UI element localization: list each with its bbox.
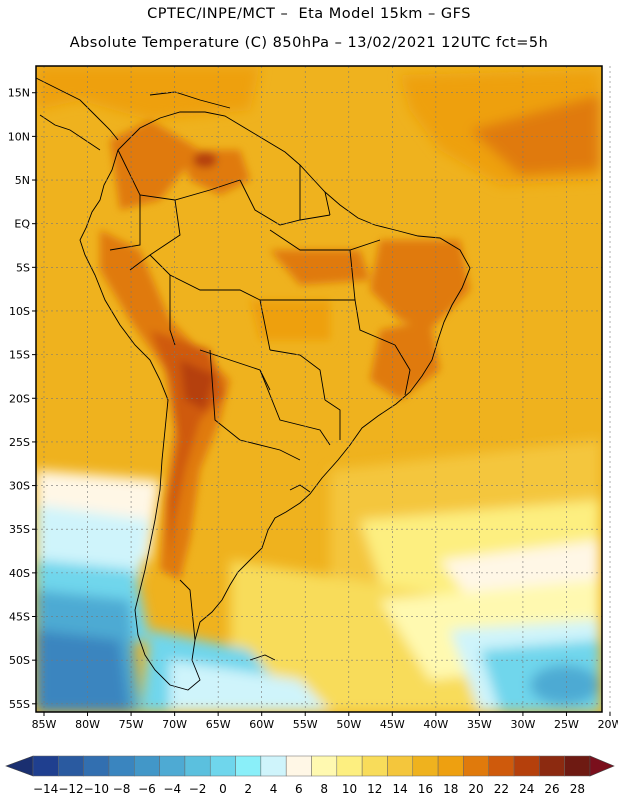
colorbar-swatch xyxy=(108,755,135,777)
colorbar-label: −12 xyxy=(58,782,83,796)
colorbar-swatch xyxy=(412,755,439,777)
lon-label: 70W xyxy=(162,718,187,731)
lon-label: 20W xyxy=(598,718,618,731)
map-title-line-2: Absolute Temperature (C) 850hPa – 13/02/… xyxy=(69,35,549,51)
colorbar-label: 20 xyxy=(468,782,483,796)
colorbar-swatch xyxy=(260,755,287,777)
colorbar-swatch xyxy=(159,755,186,777)
lat-label: 15N xyxy=(8,87,30,100)
lat-label: 5S xyxy=(16,261,30,274)
colorbar-label: 26 xyxy=(544,782,559,796)
lat-label: 15S xyxy=(9,349,30,362)
colorbar-over-arrow xyxy=(589,755,615,777)
lon-label: 35W xyxy=(467,718,492,731)
lon-label: 30W xyxy=(510,718,535,731)
colorbar-swatch xyxy=(311,755,338,777)
colorbar-label: 22 xyxy=(494,782,509,796)
colorbar-swatch xyxy=(437,755,464,777)
map-frame xyxy=(35,65,603,713)
lon-label: 55W xyxy=(293,718,318,731)
colorbar-label: 6 xyxy=(295,782,303,796)
colorbar-label: −2 xyxy=(189,782,207,796)
lat-label: 35S xyxy=(9,523,30,536)
colorbar-swatch xyxy=(463,755,489,777)
colorbar-swatch xyxy=(539,755,565,777)
longitude-labels: 85W 80W 75W 70W 65W 60W 55W 50W 45W 40W 35W 30W 25W 2… xyxy=(32,718,618,731)
colorbar-swatch xyxy=(184,755,211,777)
lat-label: 25S xyxy=(9,436,30,449)
lon-label: 40W xyxy=(423,718,448,731)
lon-label: 45W xyxy=(380,718,405,731)
colorbar-swatch xyxy=(134,755,160,777)
lat-label: EQ xyxy=(14,218,30,231)
colorbar-label: 28 xyxy=(570,782,585,796)
map-title-line-1: CPTEC/INPE/MCT – Eta Model 15km – GFS xyxy=(147,6,471,22)
lon-label: 80W xyxy=(75,718,100,731)
lat-label: 5N xyxy=(15,174,30,187)
colorbar-swatch xyxy=(32,755,59,777)
colorbar-label: −8 xyxy=(113,782,131,796)
temperature-field xyxy=(36,66,602,712)
latitude-labels: 15N 10N 5N EQ 5S 10S 15S 20S 25S 30S 35S 40S 45S 50S 5… xyxy=(8,87,31,711)
colorbar-label: −4 xyxy=(163,782,181,796)
lat-label: 10N xyxy=(8,130,30,143)
colorbar-label: −10 xyxy=(84,782,109,796)
colorbar-label: 8 xyxy=(320,782,328,796)
colorbar-label: 4 xyxy=(270,782,278,796)
axis-ticks xyxy=(32,92,611,716)
lat-label: 10S xyxy=(9,305,30,318)
lat-label: 45S xyxy=(9,611,30,624)
colorbar-label: −14 xyxy=(33,782,58,796)
colorbar-swatch xyxy=(285,755,312,777)
lat-label: 40S xyxy=(9,567,30,580)
lat-label: 20S xyxy=(9,392,30,405)
colorbar-label: 14 xyxy=(392,782,407,796)
colorbar-swatch xyxy=(387,755,414,777)
colorbar-swatch xyxy=(513,755,540,777)
colorbar-swatch xyxy=(336,755,363,777)
lat-label: 55S xyxy=(9,698,30,711)
lon-label: 85W xyxy=(32,718,57,731)
colorbar-swatch xyxy=(361,755,388,777)
lon-label: 60W xyxy=(249,718,274,731)
lat-label: 30S xyxy=(9,480,30,493)
colorbar-label: 2 xyxy=(244,782,252,796)
lon-label: 50W xyxy=(336,718,361,731)
colorbar-swatch xyxy=(209,755,236,777)
colorbar-swatch xyxy=(488,755,515,777)
colorbar-swatch xyxy=(564,755,591,777)
colorbar-label: 18 xyxy=(443,782,458,796)
colorbar-label: −6 xyxy=(138,782,156,796)
colorbar-under-arrow xyxy=(5,755,34,777)
colorbar-label: 16 xyxy=(418,782,433,796)
colorbar-label: 24 xyxy=(519,782,534,796)
lon-label: 75W xyxy=(119,718,144,731)
lat-label: 50S xyxy=(9,654,30,667)
temperature-colorbar: −14 −12 −10 −8 −6 −4 −2 0 2 4 6 8 10 12 14 16 18 20 22 24 26… xyxy=(5,755,615,796)
colorbar-label: 10 xyxy=(342,782,357,796)
country-borders xyxy=(36,77,471,691)
colorbar-swatch xyxy=(235,755,262,777)
colorbar-label: 0 xyxy=(219,782,227,796)
colorbar-swatch xyxy=(58,755,84,777)
graticule xyxy=(36,66,611,712)
lon-label: 25W xyxy=(554,718,579,731)
lon-label: 65W xyxy=(206,718,231,731)
colorbar-swatch xyxy=(83,755,110,777)
colorbar-label: 12 xyxy=(367,782,382,796)
